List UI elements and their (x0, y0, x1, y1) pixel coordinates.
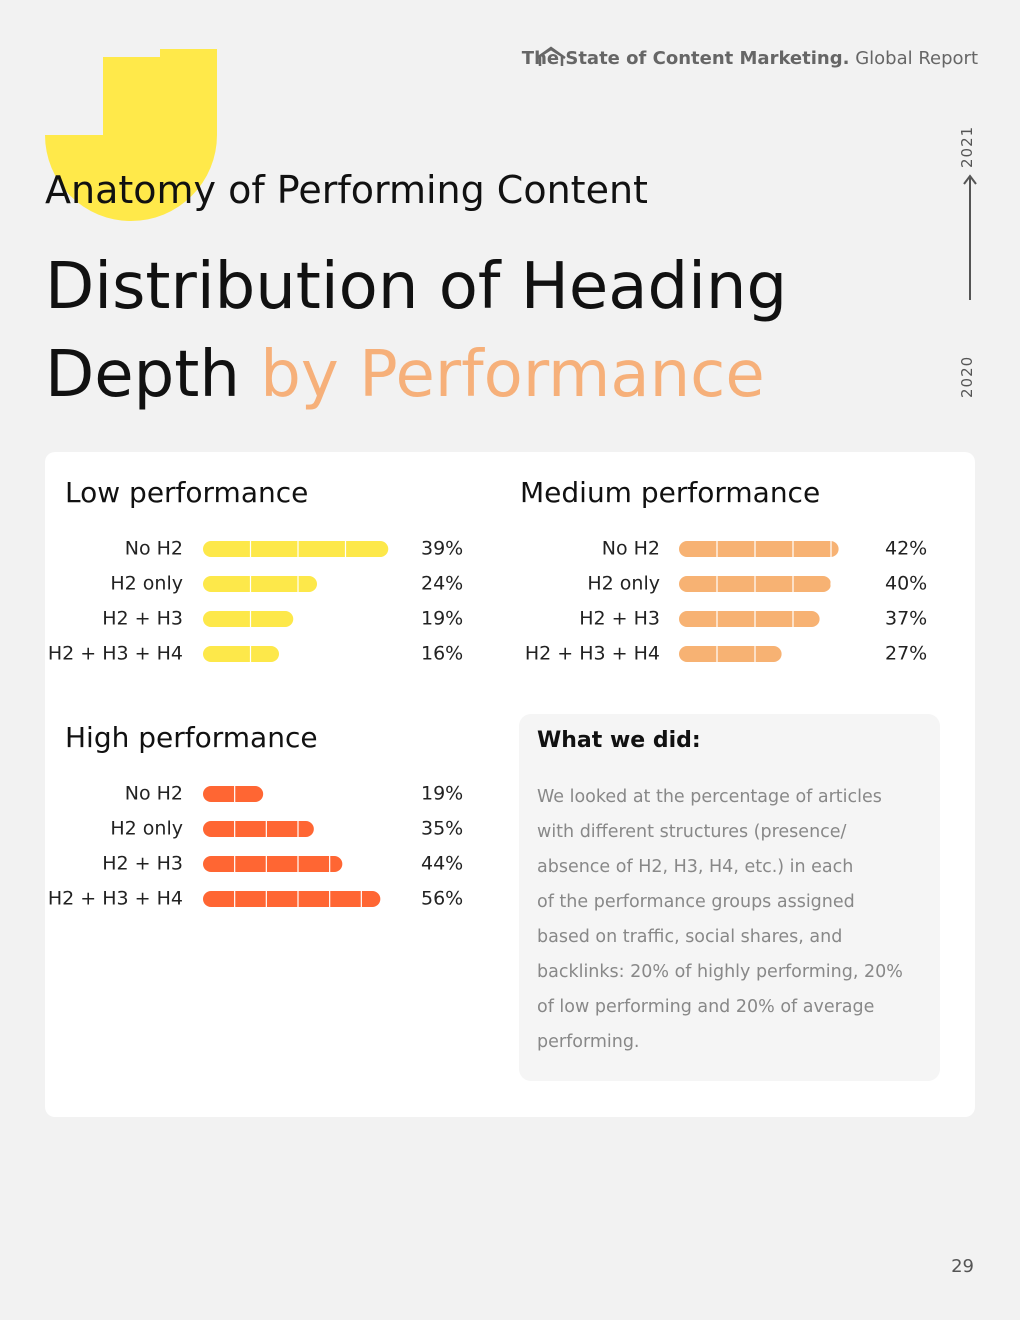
note-line: absence of H2, H3, H4, etc.) in each (537, 857, 854, 877)
bar (203, 576, 317, 592)
note-line: with different structures (presence/ (537, 822, 847, 842)
title-line1: Distribution of Heading (45, 250, 788, 324)
value-label: 42% (885, 538, 927, 560)
category-label: No H2 (125, 783, 183, 805)
category-label: H2 + H3 + H4 (48, 888, 183, 910)
header: The State of Content Marketing. Global R… (522, 48, 978, 69)
bar (203, 541, 389, 557)
category-label: H2 + H3 + H4 (525, 643, 660, 665)
category-label: H2 + H3 + H4 (48, 643, 183, 665)
category-label: H2 only (110, 573, 183, 595)
chart-title: Low performance (65, 476, 308, 509)
title-accent: by Performance (260, 338, 765, 412)
title-dark: Depth (45, 338, 240, 412)
page-number: 29 (951, 1256, 974, 1277)
section-title: Anatomy of Performing Content (45, 168, 648, 212)
bar (203, 856, 343, 872)
category-label: No H2 (125, 538, 183, 560)
note-line: based on traffic, social shares, and (537, 927, 843, 947)
brand: The State of Content Marketing. (521, 48, 850, 69)
bar (679, 646, 782, 662)
value-label: 19% (421, 783, 463, 805)
category-label: H2 + H3 (102, 608, 183, 630)
category-label: H2 only (587, 573, 660, 595)
category-label: H2 + H3 (102, 853, 183, 875)
note-body: We looked at the percentage of articles w… (537, 780, 903, 1060)
bar (203, 891, 381, 907)
category-label: No H2 (602, 538, 660, 560)
title-line2: Depth by Performance (45, 338, 765, 412)
bar (203, 821, 314, 837)
decor (45, 46, 977, 300)
bar (203, 786, 264, 802)
chart-title: Medium performance (520, 476, 820, 509)
home-icon (536, 46, 566, 66)
bar (203, 611, 294, 627)
report: Global Report (855, 48, 978, 69)
note-line: of the performance groups assigned (537, 892, 855, 912)
value-label: 56% (421, 888, 463, 910)
chart-title: High performance (65, 721, 318, 754)
value-label: 44% (421, 853, 463, 875)
note-line: backlinks: 20% of highly performing, 20% (537, 962, 903, 982)
note-title: What we did: (537, 728, 701, 753)
value-label: 27% (885, 643, 927, 665)
bar (679, 611, 820, 627)
bar (203, 646, 279, 662)
note-line: We looked at the percentage of articles (537, 787, 882, 807)
yellow-shape (45, 49, 217, 221)
value-label: 40% (885, 573, 927, 595)
timeline-arrow (963, 174, 977, 185)
category-label: H2 only (110, 818, 183, 840)
value-label: 19% (421, 608, 463, 630)
bar (679, 541, 839, 557)
value-label: 37% (885, 608, 927, 630)
category-label: H2 + H3 (579, 608, 660, 630)
value-label: 16% (421, 643, 463, 665)
note-box: What we did: We looked at the percentage… (519, 714, 940, 1081)
value-label: 39% (421, 538, 463, 560)
note-line: performing. (537, 1032, 640, 1052)
note-line: of low performing and 20% of average (537, 997, 875, 1017)
value-label: 35% (421, 818, 463, 840)
value-label: 24% (421, 573, 463, 595)
